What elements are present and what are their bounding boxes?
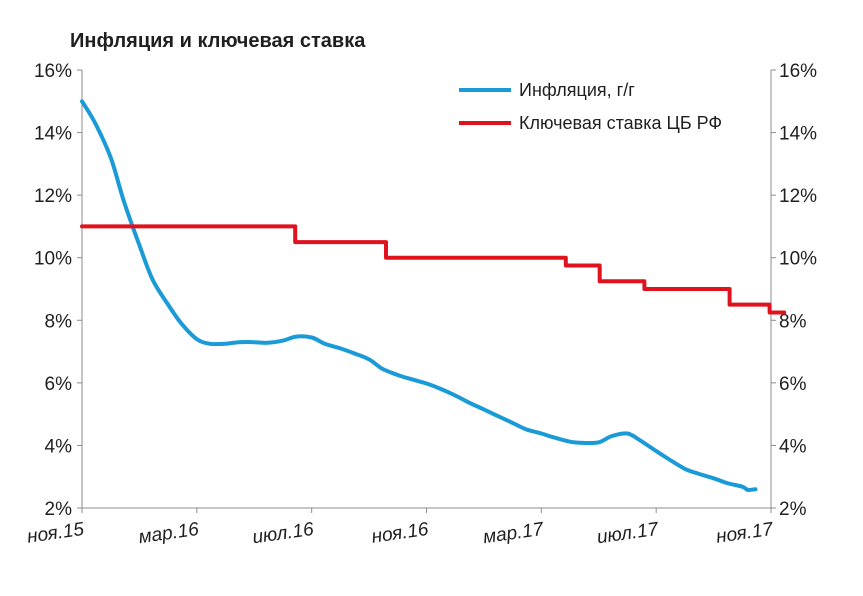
x-tick-label: июл.17 xyxy=(596,519,661,549)
right-y-tick-label: 8% xyxy=(779,311,807,332)
left-y-tick-label: 10% xyxy=(34,249,72,270)
x-tick-label: мар.16 xyxy=(137,519,200,548)
left-y-tick-label: 6% xyxy=(45,374,73,395)
legend-label-key-rate: Ключевая ставка ЦБ РФ xyxy=(519,113,722,133)
right-y-tick-label: 4% xyxy=(779,436,807,457)
legend: Инфляция, г/г Ключевая ставка ЦБ РФ xyxy=(459,80,722,133)
x-tick-label: ноя.17 xyxy=(715,519,776,548)
x-tick-label: июл.16 xyxy=(251,519,315,548)
right-y-tick-label: 16% xyxy=(779,61,817,82)
left-y-tick-label: 12% xyxy=(34,186,72,207)
left-y-tick-label: 2% xyxy=(45,499,73,520)
right-y-tick-label: 2% xyxy=(779,499,807,520)
right-y-tick-label: 6% xyxy=(779,374,807,395)
left-y-tick-labels: 2% 4% 6% 8% 10% 12% 14% 16% xyxy=(34,61,82,520)
x-tick-label: ноя.16 xyxy=(370,519,430,548)
series-line-key-rate xyxy=(80,224,787,315)
legend-label-inflation: Инфляция, г/г xyxy=(519,80,635,100)
x-tick-label: ноя.15 xyxy=(26,519,86,548)
chart-title: Инфляция и ключевая ставка xyxy=(70,30,366,52)
right-y-tick-label: 14% xyxy=(779,124,817,145)
left-y-tick-label: 8% xyxy=(45,311,73,332)
right-y-tick-labels: 2% 4% 6% 8% 10% 12% 14% 16% xyxy=(771,61,817,520)
right-y-tick-label: 12% xyxy=(779,186,817,207)
left-y-tick-label: 14% xyxy=(34,124,72,145)
left-y-tick-label: 16% xyxy=(34,61,72,82)
x-tick-label: мар.17 xyxy=(482,519,546,548)
x-tick-labels: ноя.15 мар.16 июл.16 ноя.16 мар.17 июл.17 ноя.… xyxy=(26,508,776,548)
right-y-tick-label: 10% xyxy=(779,249,817,270)
left-y-tick-label: 4% xyxy=(45,436,73,457)
series-layer xyxy=(80,99,787,492)
series-line-inflation xyxy=(80,99,758,492)
